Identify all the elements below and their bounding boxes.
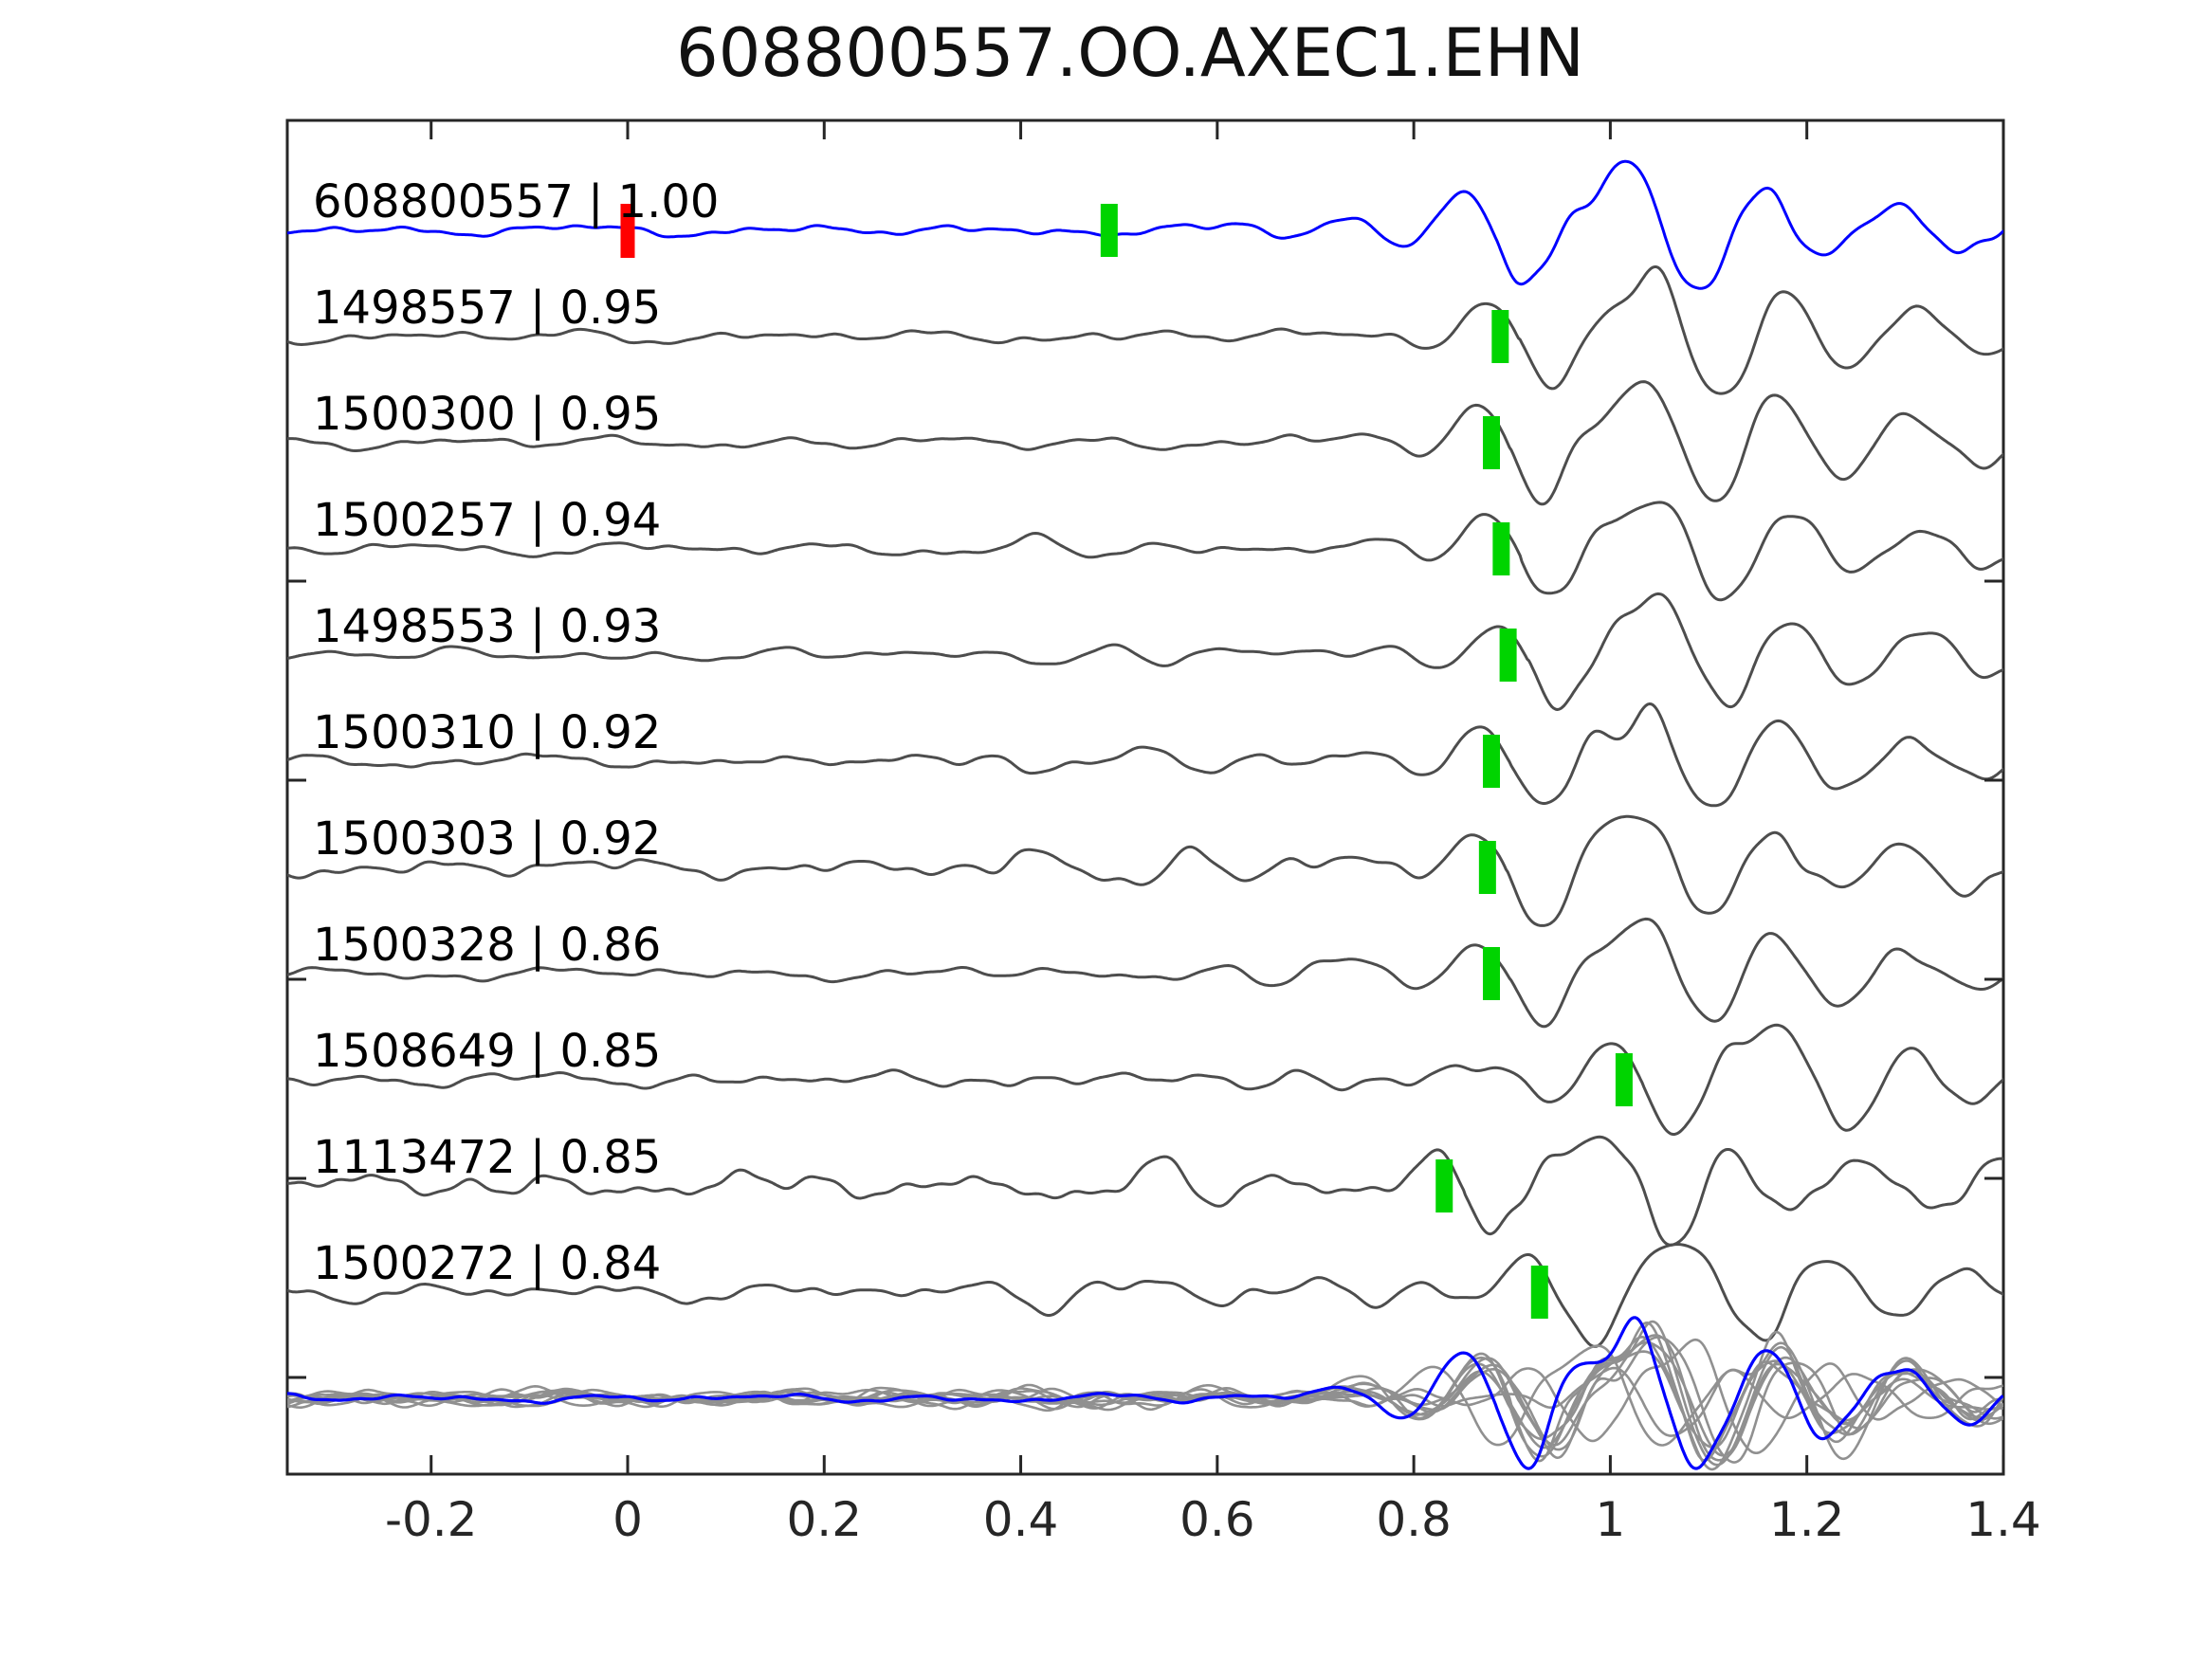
- detection-trace-path: [287, 380, 2003, 506]
- x-tick-label: 0.8: [1376, 1492, 1452, 1547]
- trace-label: 1113472 | 0.85: [313, 1131, 661, 1184]
- pick-marker: [1499, 629, 1517, 682]
- stack-trace-path: [287, 1341, 2003, 1461]
- trace-label: 1500310 | 0.92: [313, 706, 661, 759]
- pick-marker: [1482, 416, 1500, 469]
- x-tick-label: 0.4: [983, 1492, 1059, 1547]
- x-tick-label: 0: [612, 1492, 643, 1547]
- detection-trace-path: [287, 265, 2003, 395]
- pick-marker: [1491, 310, 1509, 363]
- detection-trace-path: [287, 702, 2003, 808]
- detection-trace-path: [287, 501, 2003, 602]
- trace-label: 1500257 | 0.94: [313, 494, 661, 547]
- pick-marker: [1478, 841, 1496, 894]
- plot-border: [285, 118, 2005, 1476]
- pick-marker: [1492, 522, 1510, 575]
- origin-marker: [620, 204, 635, 258]
- pick-marker: [1530, 1266, 1548, 1319]
- pick-marker: [1435, 1159, 1453, 1212]
- detection-trace-path: [287, 592, 2003, 711]
- figure-title: 608800557.OO.AXEC1.EHN: [676, 14, 1584, 92]
- x-tick-label: 1.4: [1965, 1492, 2041, 1547]
- pick-marker: [1482, 735, 1500, 788]
- x-tick-label: -0.2: [385, 1492, 478, 1547]
- trace-label: 1500272 | 0.84: [313, 1237, 661, 1290]
- axis-ticks: -0.2 0 0.2 0.4 0.6 0.8 1 1.2 1.4: [287, 120, 2041, 1547]
- x-tick-label: 0.2: [787, 1492, 863, 1547]
- detection-trace-path: [287, 1023, 2003, 1137]
- detection-trace-path: [287, 917, 2003, 1029]
- detection-trace-path: [287, 814, 2003, 927]
- x-tick-label: 1.2: [1769, 1492, 1845, 1547]
- x-tick-label: 1: [1595, 1492, 1625, 1547]
- trace-label: 1500300 | 0.95: [313, 388, 661, 441]
- x-tick-label: 0.6: [1179, 1492, 1255, 1547]
- trace-label: 1508649 | 0.85: [313, 1025, 661, 1078]
- pick-marker: [1615, 1053, 1633, 1106]
- detection-trace-path: [287, 1243, 2003, 1348]
- trace-labels: 608800557 | 1.00 1498557 | 0.95 1500300 | …: [313, 175, 719, 1290]
- axes-frame: [285, 118, 2005, 1476]
- trace-label: 608800557 | 1.00: [313, 175, 719, 228]
- template-trace-path: [287, 159, 2003, 290]
- trace-curves: [287, 159, 2003, 1471]
- trace-label: 1500328 | 0.86: [313, 919, 661, 972]
- trace-label: 1500303 | 0.92: [313, 812, 661, 866]
- pick-marker: [1100, 204, 1118, 257]
- detection-trace-path: [287, 1135, 2003, 1247]
- trace-label: 1498553 | 0.93: [313, 600, 661, 653]
- pick-marker: [1482, 947, 1500, 1000]
- pick-markers: [620, 204, 1633, 1319]
- trace-label: 1498557 | 0.95: [313, 282, 661, 335]
- stack-template-path: [287, 1316, 2003, 1470]
